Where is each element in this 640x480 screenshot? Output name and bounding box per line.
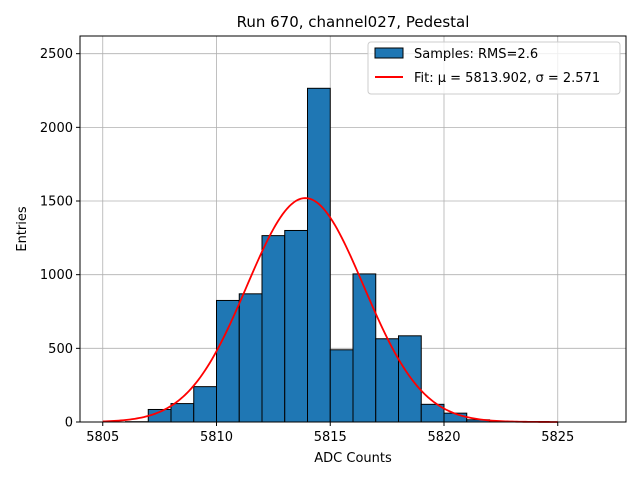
y-tick-label: 2000 [40, 121, 73, 136]
histogram-bar [170, 403, 195, 423]
histogram-bar [216, 299, 240, 423]
histogram-bar [238, 293, 263, 423]
legend-box [367, 41, 621, 95]
legend-entry-samples: Samples: RMS=2.6 [414, 47, 538, 62]
legend-swatch-histogram [374, 47, 404, 59]
legend-entry-fit: Fit: μ = 5813.902, σ = 2.571 [414, 71, 600, 86]
histogram-bar [329, 349, 354, 423]
x-axis-ticks: 5805 5810 5815 5820 5825 [86, 422, 574, 445]
histogram-bar [284, 229, 308, 423]
y-axis-label: Entries [15, 206, 30, 252]
y-axis-ticks: 0 500 1000 1500 2000 2500 [40, 47, 80, 431]
histogram-bars [125, 87, 513, 423]
y-tick-label: 500 [48, 342, 73, 357]
histogram-bar [375, 338, 399, 423]
fit-curve-layer [102, 197, 558, 423]
x-axis-label: ADC Counts [314, 451, 392, 466]
chart-title: Run 670, channel027, Pedestal [237, 13, 470, 31]
histogram-bar [307, 87, 331, 423]
histogram-bar [398, 335, 422, 423]
fit-curve [102, 197, 558, 423]
y-tick-label: 1000 [40, 268, 73, 283]
x-tick-label: 5815 [314, 430, 347, 445]
histogram-bar [352, 273, 377, 423]
plot-frame [79, 35, 627, 423]
y-tick-label: 0 [65, 416, 73, 431]
y-tick-label: 2500 [40, 47, 73, 62]
x-tick-label: 5820 [427, 430, 460, 445]
x-tick-label: 5805 [86, 430, 119, 445]
histogram-bar [193, 386, 217, 423]
legend: Samples: RMS=2.6 Fit: μ = 5813.902, σ = … [367, 41, 621, 95]
y-tick-label: 1500 [40, 195, 73, 210]
x-tick-label: 5825 [541, 430, 574, 445]
histogram-bar [261, 235, 286, 423]
x-tick-label: 5810 [200, 430, 233, 445]
